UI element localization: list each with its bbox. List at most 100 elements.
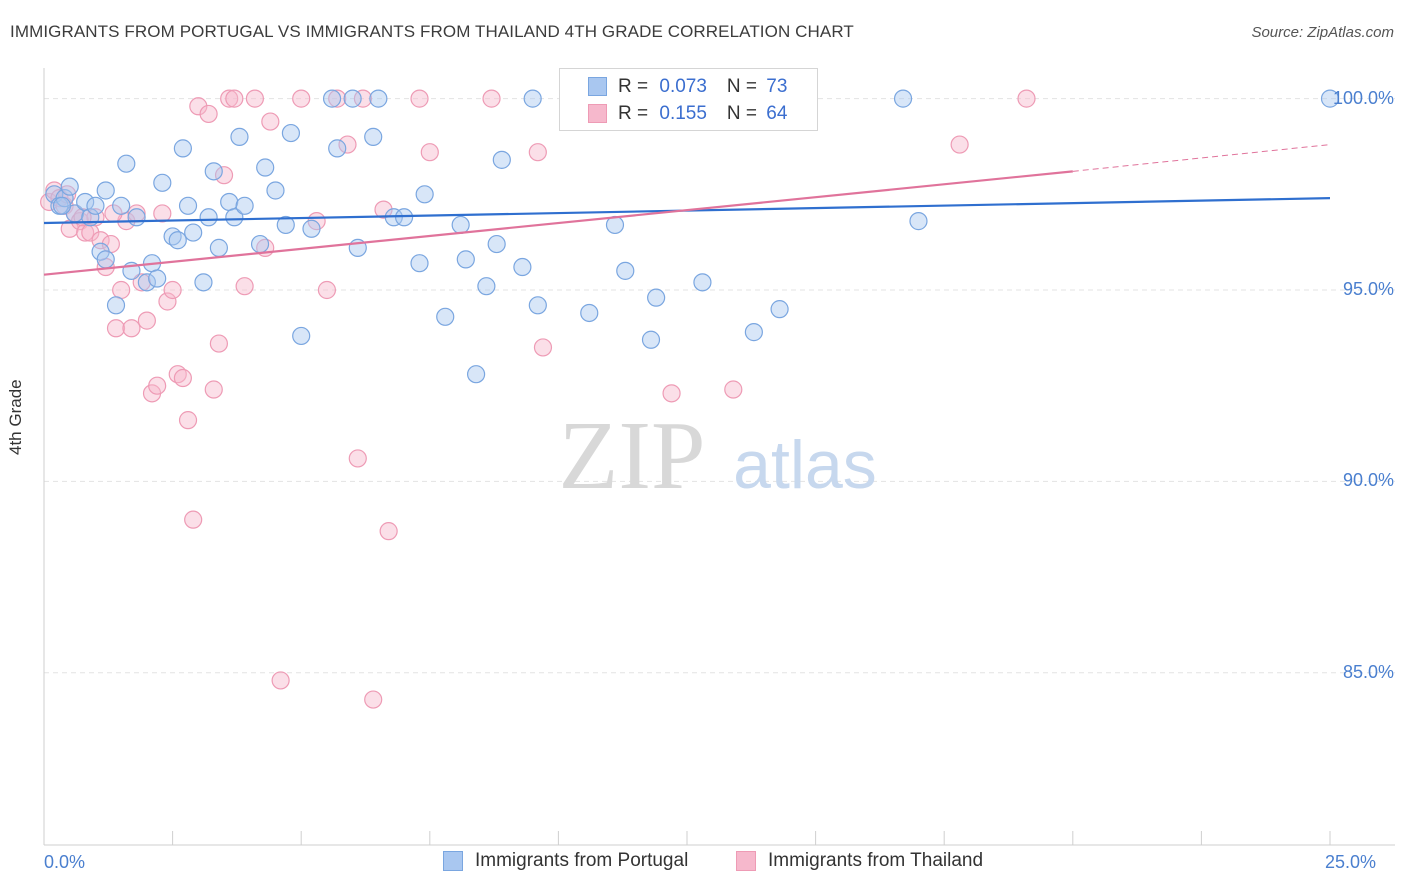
- stats-legend: R = 0.073 N = 73 R = 0.155 N = 64: [559, 68, 818, 131]
- data-point-thailand: [379, 522, 398, 541]
- data-point-portugal: [225, 208, 244, 227]
- data-point-thailand: [374, 200, 393, 219]
- data-point-portugal: [616, 261, 635, 280]
- data-point-thailand: [261, 112, 280, 131]
- data-point-portugal: [209, 238, 228, 257]
- data-point-thailand: [482, 89, 501, 108]
- data-point-thailand: [106, 319, 126, 338]
- data-point-portugal: [322, 89, 342, 108]
- trend-line-thailand: [43, 170, 1073, 276]
- data-point-portugal: [220, 192, 239, 212]
- legend-n-value: 64: [766, 103, 788, 124]
- data-point-portugal: [513, 257, 532, 277]
- data-point-portugal: [292, 326, 311, 346]
- data-point-thailand: [122, 319, 141, 338]
- data-point-portugal: [641, 330, 661, 349]
- data-point-portugal: [117, 154, 136, 173]
- legend-swatch-thailand: [588, 104, 607, 123]
- data-point-portugal: [106, 296, 126, 315]
- legend-swatch-thailand: [736, 851, 756, 871]
- data-point-portugal: [693, 273, 712, 292]
- x-tick-label-min: 0.0%: [44, 852, 86, 872]
- data-point-thailand: [173, 368, 192, 388]
- data-point-portugal: [394, 208, 414, 227]
- data-point-portugal: [492, 150, 511, 169]
- y-tick-label: 90.0%: [1342, 470, 1394, 491]
- data-point-thailand: [292, 89, 311, 108]
- data-point-thailand: [220, 89, 239, 108]
- data-point-portugal: [168, 231, 187, 250]
- legend-r-value: 0.155: [659, 103, 707, 124]
- legend-r-value: 0.073: [659, 76, 707, 97]
- data-point-portugal: [369, 89, 388, 108]
- data-point-thailand: [245, 89, 265, 108]
- data-point-thailand: [148, 376, 167, 395]
- data-point-thailand: [724, 380, 743, 399]
- data-point-portugal: [364, 127, 383, 146]
- legend-r-label: R =: [618, 103, 654, 124]
- legend-n-label: N =: [726, 103, 763, 124]
- watermark: ZIP atlas: [559, 402, 877, 510]
- legend-n-value: 73: [766, 76, 788, 97]
- data-point-thailand: [178, 411, 198, 430]
- data-point-portugal: [230, 127, 249, 146]
- data-point-portugal: [281, 123, 301, 143]
- data-point-portugal: [148, 269, 167, 288]
- data-point-portugal: [194, 273, 213, 292]
- data-point-portugal: [477, 277, 496, 296]
- data-point-portugal: [487, 234, 506, 254]
- data-point-portugal: [137, 273, 156, 292]
- data-point-thailand: [528, 143, 547, 162]
- data-point-portugal: [456, 250, 475, 269]
- data-point-portugal: [415, 185, 434, 204]
- data-point-portugal: [893, 89, 913, 108]
- data-point-portugal: [744, 323, 763, 342]
- data-point-thailand: [184, 510, 203, 529]
- data-point-thailand: [214, 166, 234, 185]
- y-tick-label: 100.0%: [1332, 87, 1394, 108]
- data-point-portugal: [1320, 89, 1340, 108]
- data-point-portugal: [250, 234, 270, 254]
- data-point-portugal: [153, 173, 172, 192]
- data-point-portugal: [60, 177, 79, 196]
- data-point-portugal: [86, 196, 105, 215]
- data-point-thailand: [132, 273, 151, 292]
- series-portugal: [45, 89, 1340, 384]
- data-point-thailand: [153, 204, 172, 223]
- watermark-zip: ZIP: [559, 402, 706, 510]
- data-point-portugal: [96, 181, 115, 200]
- data-point-thailand: [209, 334, 228, 353]
- legend-item-portugal: Immigrants from Portugal: [443, 850, 688, 872]
- data-point-thailand: [662, 384, 681, 403]
- data-point-portugal: [436, 307, 455, 326]
- x-tick-label-max: 25.0%: [1325, 852, 1377, 872]
- trend-line-thailand-extension: [1072, 144, 1331, 172]
- data-point-portugal: [127, 208, 146, 227]
- data-point-thailand: [112, 280, 131, 300]
- legend-item-thailand: Immigrants from Thailand: [736, 850, 983, 872]
- source-label: Source: ZipAtlas.com: [1251, 24, 1394, 41]
- data-point-thailand: [348, 449, 367, 468]
- data-point-thailand: [163, 280, 182, 300]
- data-point-thailand: [950, 135, 969, 154]
- y-tick-label: 85.0%: [1342, 661, 1394, 682]
- data-point-thailand: [353, 89, 373, 108]
- legend-label-thailand: Immigrants from Thailand: [768, 850, 984, 871]
- data-point-thailand: [364, 690, 383, 709]
- legend-label-portugal: Immigrants from Portugal: [475, 850, 689, 871]
- axes: [43, 68, 1395, 846]
- data-point-portugal: [302, 219, 321, 238]
- data-point-portugal: [204, 162, 223, 181]
- data-point-thailand: [317, 280, 337, 300]
- data-point-portugal: [276, 215, 295, 235]
- data-point-thailand: [271, 671, 290, 690]
- data-point-portugal: [580, 303, 599, 323]
- gridlines: [44, 98, 1395, 674]
- data-point-portugal: [199, 208, 218, 227]
- data-point-portugal: [647, 288, 666, 307]
- data-point-portugal: [343, 89, 362, 108]
- legend-row-portugal: R = 0.073 N = 73: [618, 76, 787, 98]
- y-tick-label: 95.0%: [1342, 279, 1394, 299]
- data-point-portugal: [52, 196, 72, 215]
